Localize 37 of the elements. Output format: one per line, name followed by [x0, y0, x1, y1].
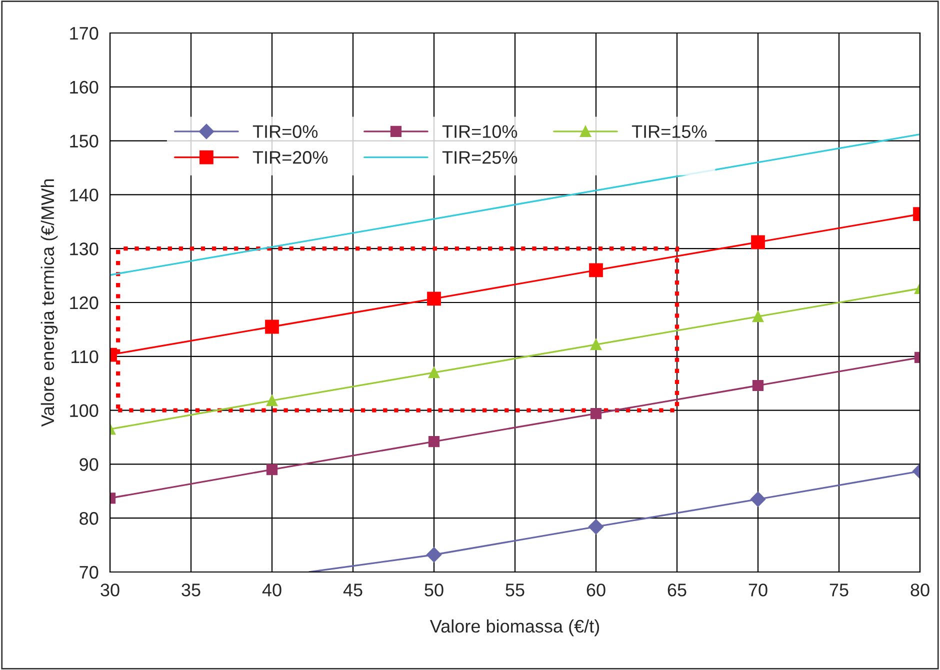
- point: [590, 338, 602, 350]
- point: [428, 436, 440, 448]
- y-tick-label: 160: [70, 80, 98, 94]
- x-tick-label: 60: [586, 584, 606, 596]
- point: [590, 408, 602, 420]
- y-axis-title: Valore energia termica (€/MWh: [40, 179, 58, 427]
- legend-label: TIR=0%: [252, 125, 318, 138]
- y-tick-label: 110: [71, 350, 98, 364]
- x-axis-title: Valore biomassa (€/t): [430, 619, 600, 636]
- x-tick-label: 75: [830, 584, 848, 596]
- point: [588, 519, 604, 534]
- y-tick-label: 150: [70, 134, 98, 148]
- x-tick-label: 50: [424, 584, 444, 596]
- legend-label: TIR=15%: [632, 125, 707, 138]
- x-tick-label: 65: [668, 584, 686, 596]
- x-tick-label: 80: [910, 584, 930, 596]
- y-tick-label: 70: [80, 566, 98, 579]
- point: [589, 263, 603, 278]
- x-tick-label: 70: [748, 584, 768, 596]
- point: [428, 367, 440, 378]
- point: [426, 547, 442, 562]
- y-tick-label: 120: [70, 296, 98, 310]
- x-tick-label: 55: [506, 584, 524, 596]
- x-tick-label: 35: [182, 584, 200, 596]
- y-tick-label: 170: [70, 26, 98, 40]
- legend-label: TIR=25%: [442, 151, 518, 164]
- y-tick-label: 130: [70, 242, 98, 256]
- x-tick-label: 45: [343, 584, 362, 596]
- legend-label: TIR=20%: [252, 151, 328, 164]
- y-tick-label: 90: [80, 458, 98, 471]
- y-tick-label: 100: [70, 404, 98, 418]
- legend-label: TIR=10%: [442, 125, 518, 138]
- x-tick-label: 40: [262, 584, 282, 596]
- x-tick-label: 30: [100, 584, 120, 596]
- y-tick-label: 140: [70, 188, 98, 202]
- y-tick-label: 80: [80, 512, 98, 525]
- point: [427, 292, 441, 306]
